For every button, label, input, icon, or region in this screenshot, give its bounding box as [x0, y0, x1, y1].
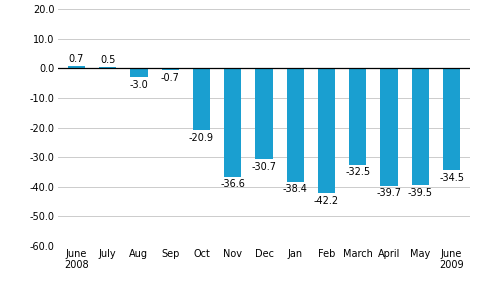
Bar: [412, 68, 429, 185]
Bar: [99, 67, 116, 68]
Text: -20.9: -20.9: [189, 133, 214, 142]
Text: -0.7: -0.7: [161, 73, 180, 83]
Text: -42.2: -42.2: [314, 196, 339, 206]
Bar: [287, 68, 304, 182]
Text: -38.4: -38.4: [283, 184, 308, 194]
Text: -30.7: -30.7: [252, 162, 276, 172]
Text: -39.5: -39.5: [408, 188, 433, 198]
Bar: [443, 68, 460, 170]
Bar: [381, 68, 398, 186]
Text: -36.6: -36.6: [220, 179, 245, 189]
Bar: [68, 66, 85, 68]
Text: 0.5: 0.5: [100, 55, 115, 65]
Bar: [349, 68, 366, 164]
Bar: [255, 68, 273, 159]
Bar: [224, 68, 241, 177]
Bar: [318, 68, 335, 193]
Text: -34.5: -34.5: [439, 173, 464, 183]
Bar: [130, 68, 147, 77]
Text: -39.7: -39.7: [377, 188, 402, 198]
Bar: [162, 68, 179, 70]
Text: 0.7: 0.7: [69, 54, 84, 64]
Bar: [193, 68, 210, 130]
Text: -32.5: -32.5: [345, 167, 371, 177]
Text: -3.0: -3.0: [130, 80, 148, 89]
